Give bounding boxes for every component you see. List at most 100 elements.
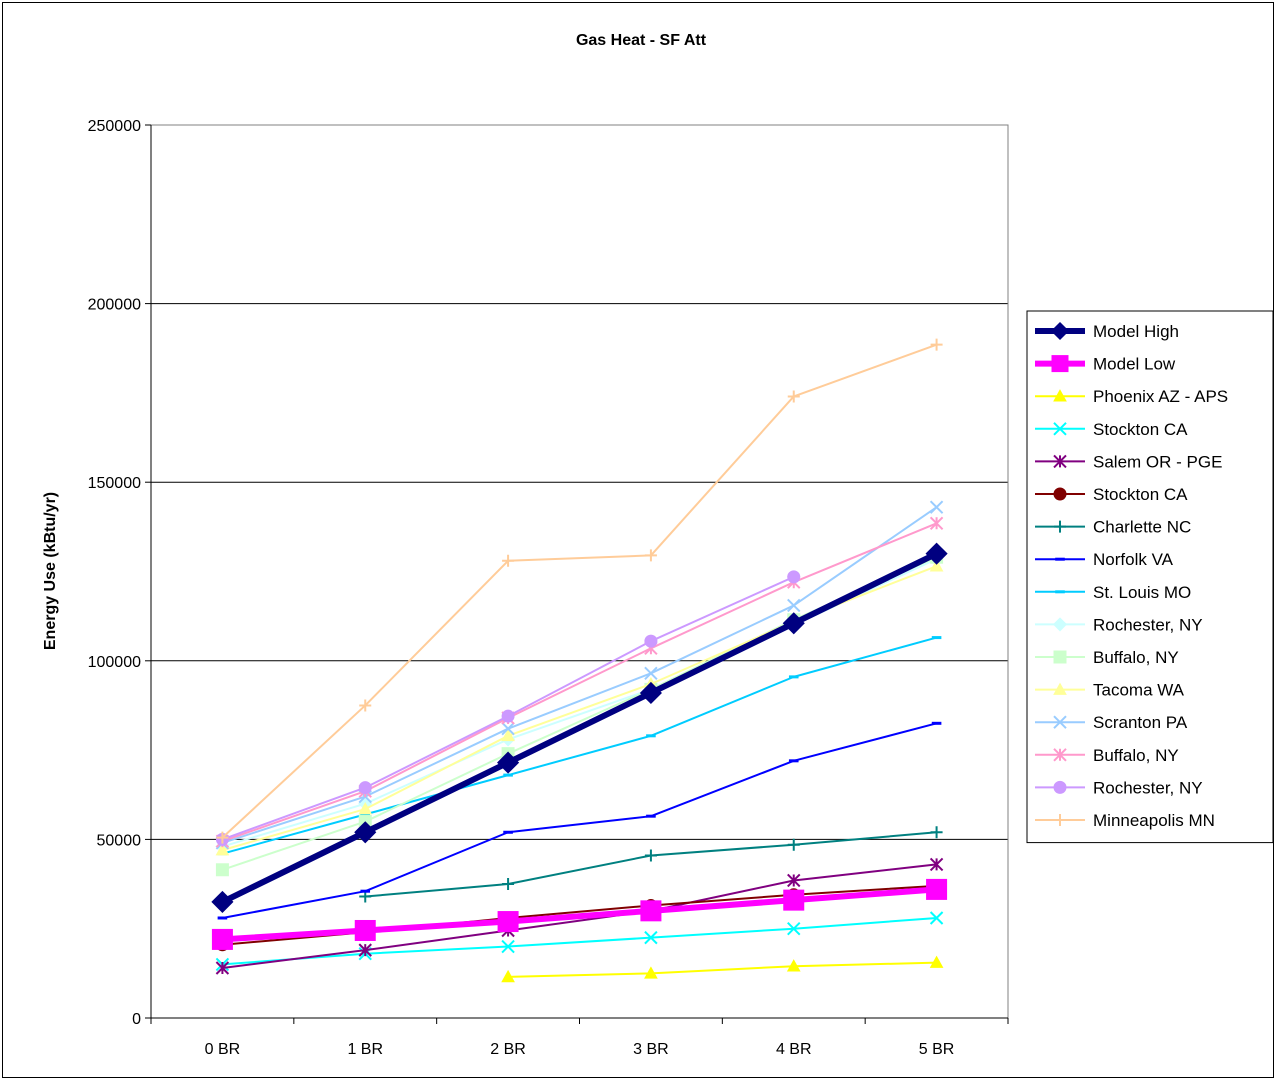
legend-item: Salem OR - PGE bbox=[1035, 452, 1222, 471]
legend-marker bbox=[1053, 487, 1067, 501]
y-tick-label: 50000 bbox=[97, 832, 142, 849]
data-point bbox=[354, 821, 377, 844]
data-point bbox=[501, 709, 515, 723]
data-point bbox=[358, 781, 372, 795]
plot-area bbox=[150, 124, 1009, 1019]
legend-label: Stockton CA bbox=[1093, 420, 1188, 439]
legend-item: Stockton CA bbox=[1035, 485, 1188, 504]
data-point bbox=[644, 849, 657, 862]
y-tick-label: 150000 bbox=[88, 475, 141, 492]
data-point bbox=[216, 831, 229, 844]
legend-marker bbox=[1053, 650, 1067, 664]
data-point bbox=[930, 338, 943, 351]
data-point bbox=[501, 969, 515, 983]
legend: Model High Model Low Phoenix AZ - APS Stock… bbox=[1026, 310, 1274, 844]
data-point bbox=[501, 721, 515, 736]
legend-label: St. Louis MO bbox=[1093, 583, 1191, 602]
data-point bbox=[502, 878, 515, 891]
data-point bbox=[929, 500, 944, 514]
legend-marker bbox=[1053, 780, 1067, 794]
data-point bbox=[358, 802, 373, 815]
data-point bbox=[925, 542, 948, 565]
legend-marker bbox=[1051, 355, 1069, 373]
data-point bbox=[354, 919, 376, 941]
y-tick-label: 200000 bbox=[88, 297, 141, 314]
data-point bbox=[786, 959, 801, 972]
series-line bbox=[222, 575, 795, 841]
legend-marker bbox=[1053, 422, 1067, 436]
legend-marker bbox=[1050, 321, 1070, 341]
legend-item: Model Low bbox=[1035, 355, 1176, 374]
legend-label: Stockton CA bbox=[1093, 485, 1188, 504]
data-point bbox=[502, 554, 515, 567]
series-7 bbox=[217, 721, 942, 920]
data-point bbox=[497, 751, 520, 774]
legend-item: Model High bbox=[1035, 321, 1179, 341]
x-tick-label: 0 BR bbox=[205, 1041, 241, 1058]
legend-marker bbox=[1052, 617, 1068, 632]
series-line bbox=[365, 831, 937, 898]
data-point bbox=[497, 911, 519, 933]
series-9 bbox=[215, 551, 944, 854]
legend-item: St. Louis MO bbox=[1035, 583, 1191, 602]
series-line bbox=[222, 522, 937, 843]
legend-marker bbox=[1053, 389, 1067, 402]
series-12 bbox=[215, 500, 944, 850]
legend-label: Tacoma WA bbox=[1093, 681, 1185, 700]
series-6 bbox=[359, 826, 943, 903]
data-point bbox=[644, 930, 658, 945]
legend-label: Charlette NC bbox=[1093, 518, 1191, 537]
legend-label: Rochester, NY bbox=[1093, 615, 1203, 634]
data-point bbox=[640, 900, 662, 922]
series-group bbox=[211, 338, 948, 983]
data-point bbox=[787, 838, 800, 851]
legend-label: Salem OR - PGE bbox=[1093, 452, 1222, 471]
series-line bbox=[222, 886, 937, 943]
series-15 bbox=[216, 338, 943, 844]
data-point bbox=[782, 612, 805, 635]
series-14 bbox=[215, 570, 801, 846]
series-0 bbox=[211, 542, 948, 913]
data-point bbox=[359, 699, 372, 712]
legend-marker bbox=[1053, 715, 1067, 729]
y-tick-label: 100000 bbox=[88, 654, 141, 671]
legend-label: Buffalo, NY bbox=[1093, 648, 1179, 667]
legend-label: Minneapolis MN bbox=[1093, 811, 1215, 830]
legend-item: Rochester, NY bbox=[1035, 778, 1203, 797]
legend-label: Norfolk VA bbox=[1093, 550, 1174, 569]
series-3 bbox=[215, 911, 944, 972]
series-line bbox=[221, 550, 938, 905]
chart-title: Gas Heat - SF Att bbox=[576, 32, 707, 49]
legend-marker bbox=[1053, 748, 1067, 762]
axes: 0 50000 100000 150000 200000 250000 0 BR 1 BR 2 … bbox=[88, 118, 1009, 1058]
legend-label: Buffalo, NY bbox=[1093, 746, 1179, 765]
legend-label: Model Low bbox=[1093, 355, 1176, 374]
y-axis-title: Energy Use (kBtu/yr) bbox=[42, 492, 59, 650]
legend-item: Stockton CA bbox=[1035, 420, 1188, 439]
y-tick-label: 250000 bbox=[88, 118, 141, 135]
data-point bbox=[929, 559, 944, 572]
data-point bbox=[644, 966, 658, 979]
data-point bbox=[215, 863, 229, 877]
series-line bbox=[222, 506, 938, 844]
data-point bbox=[211, 890, 234, 913]
x-tick-label: 3 BR bbox=[633, 1041, 669, 1058]
data-point bbox=[787, 570, 801, 584]
data-point bbox=[501, 728, 515, 742]
line-chart: Gas Heat - SF Att 0 50000 100000 150000 2000… bbox=[42, 32, 1274, 1058]
legend-item: Norfolk VA bbox=[1035, 550, 1174, 569]
legend-marker bbox=[1054, 814, 1066, 826]
data-point bbox=[783, 889, 805, 911]
x-tick-label: 1 BR bbox=[347, 1041, 383, 1058]
series-13 bbox=[215, 516, 944, 848]
data-point bbox=[787, 390, 800, 403]
data-point bbox=[929, 516, 944, 530]
series-1 bbox=[211, 878, 948, 950]
legend-item: Scranton PA bbox=[1035, 713, 1188, 732]
legend-item: Buffalo, NY bbox=[1035, 746, 1179, 765]
gridlines bbox=[151, 124, 1008, 840]
data-point bbox=[787, 873, 801, 888]
x-tick-label: 5 BR bbox=[919, 1041, 955, 1058]
data-point bbox=[926, 878, 948, 900]
x-tick-label: 2 BR bbox=[490, 1041, 526, 1058]
